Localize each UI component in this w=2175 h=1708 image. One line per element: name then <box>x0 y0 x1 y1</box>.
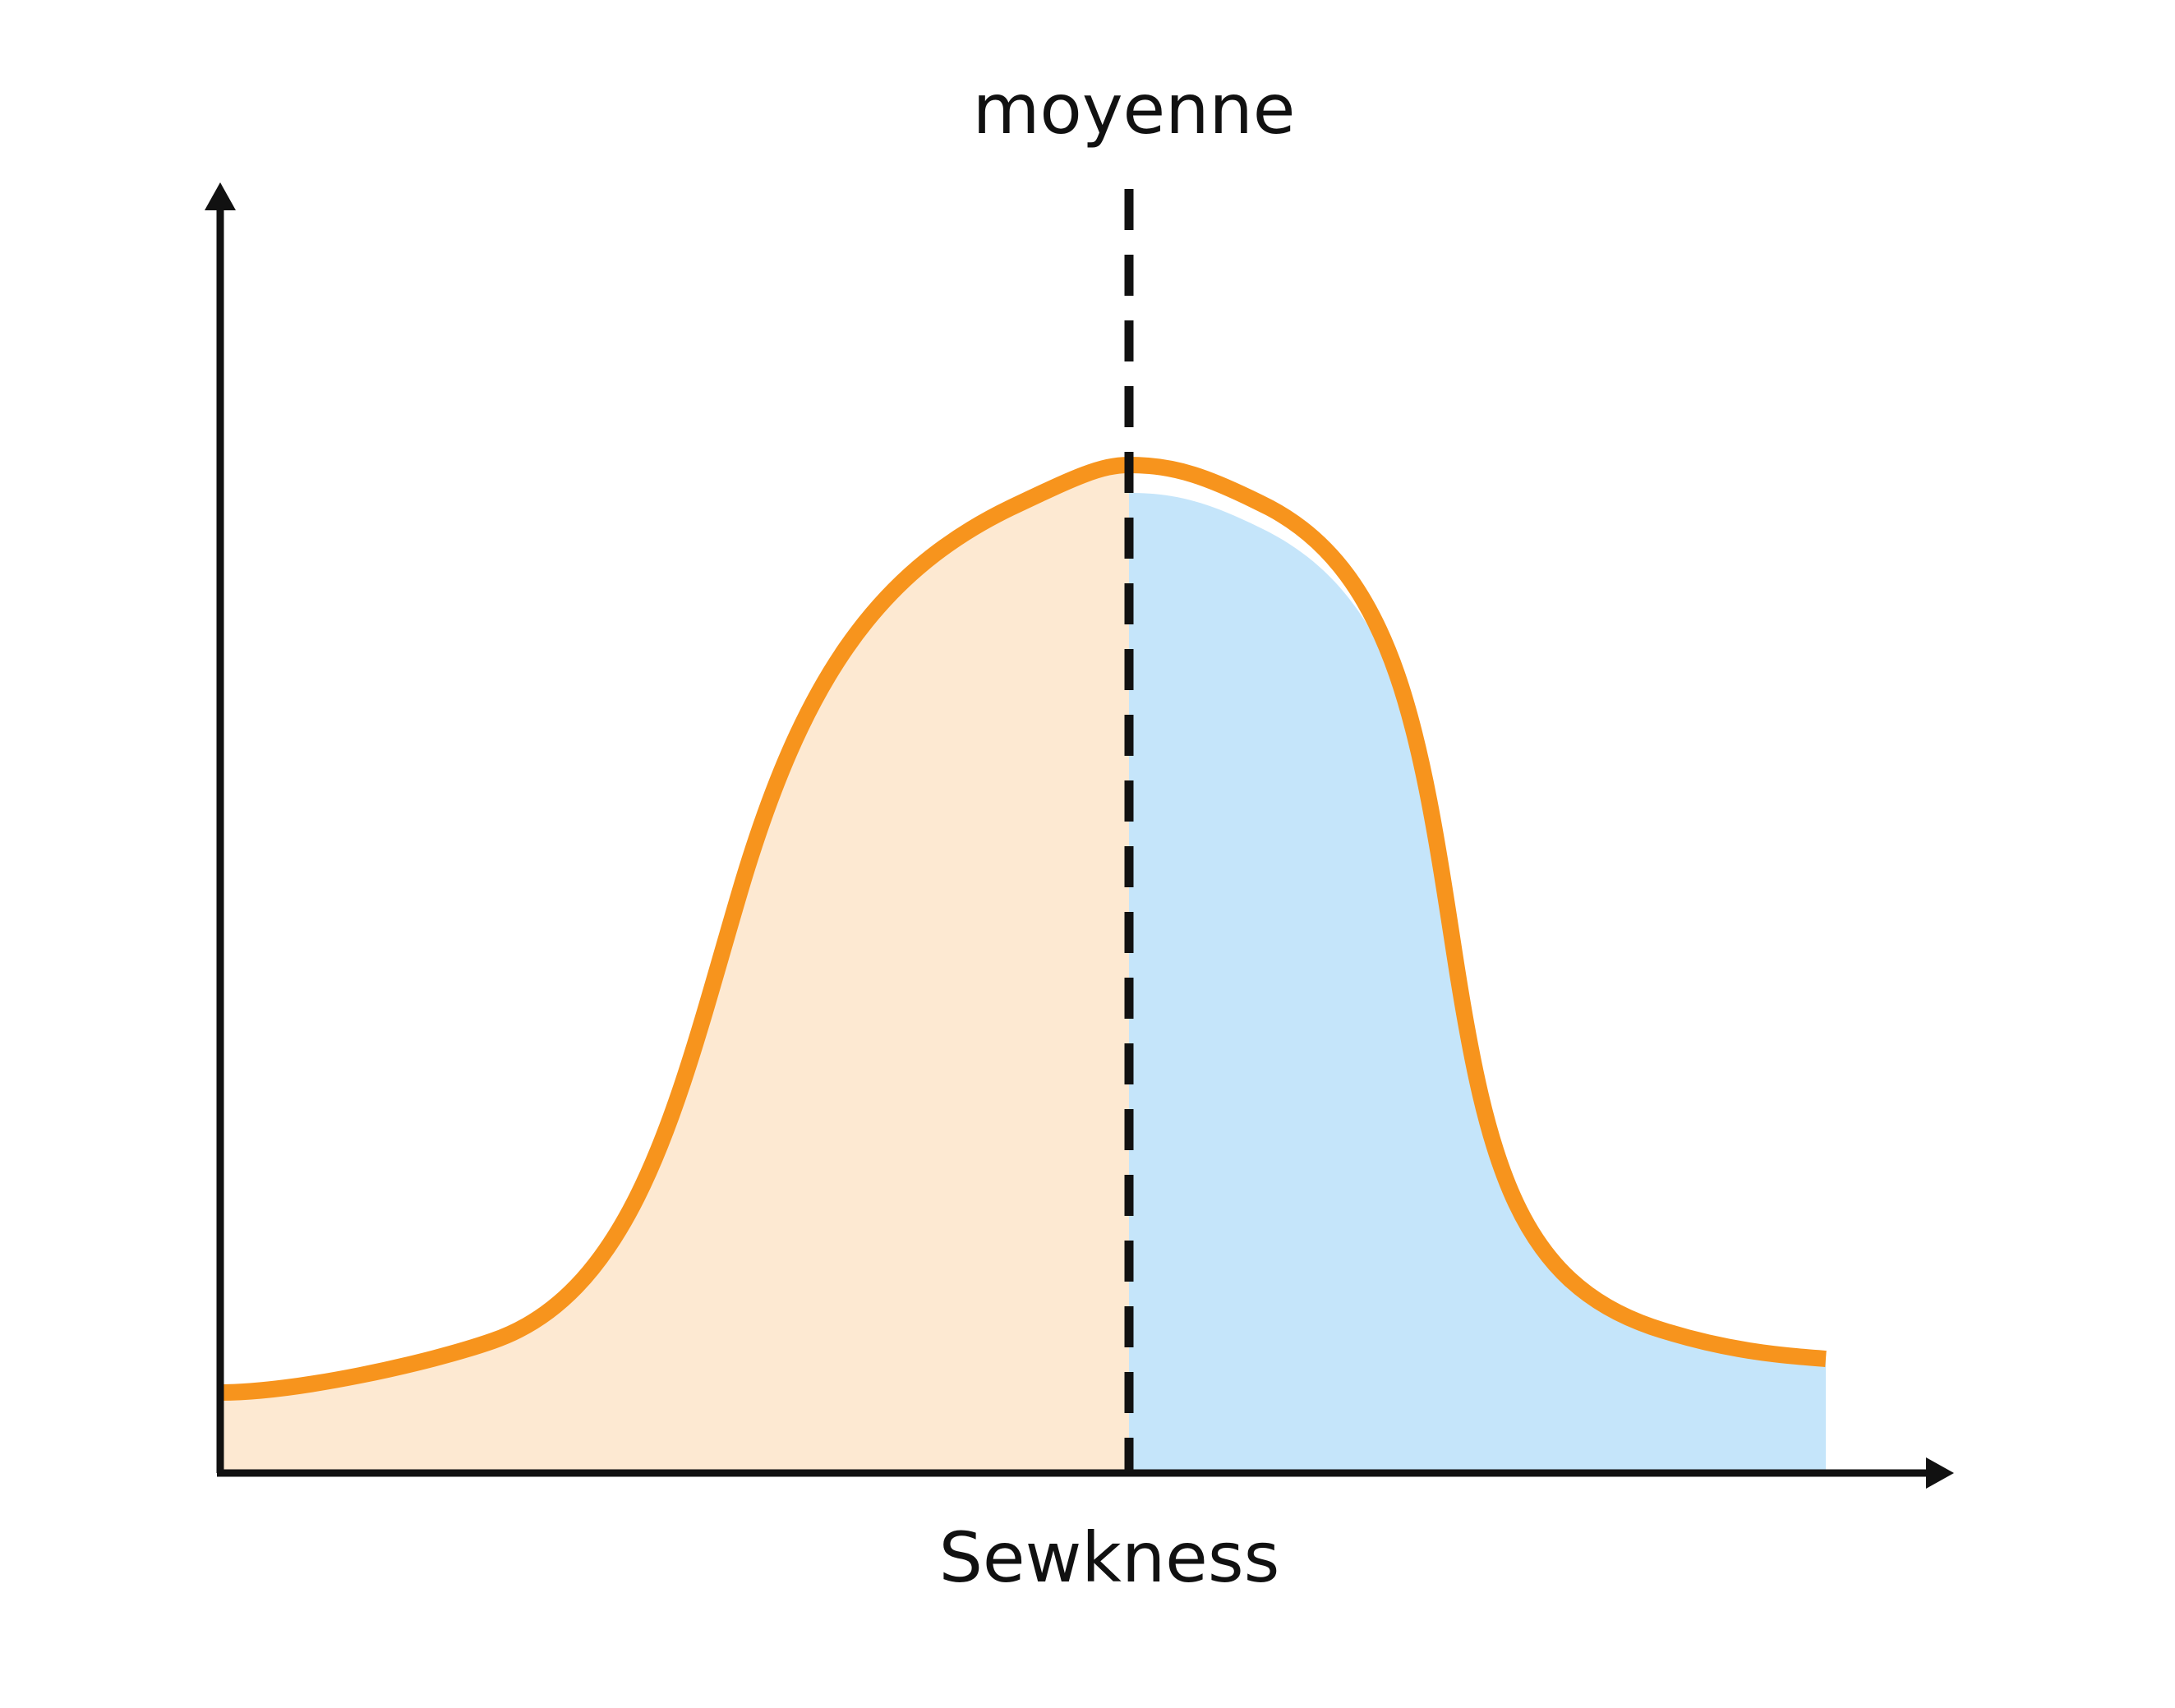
left-area <box>220 467 1129 1471</box>
x-axis-arrow-icon <box>1926 1457 1954 1489</box>
y-axis-arrow-icon <box>205 182 236 210</box>
x-axis-label: Sewkness <box>939 1517 1280 1598</box>
right-area <box>1129 493 1826 1471</box>
mean-label: moyenne <box>973 69 1296 150</box>
distribution-curve <box>219 457 1827 1401</box>
